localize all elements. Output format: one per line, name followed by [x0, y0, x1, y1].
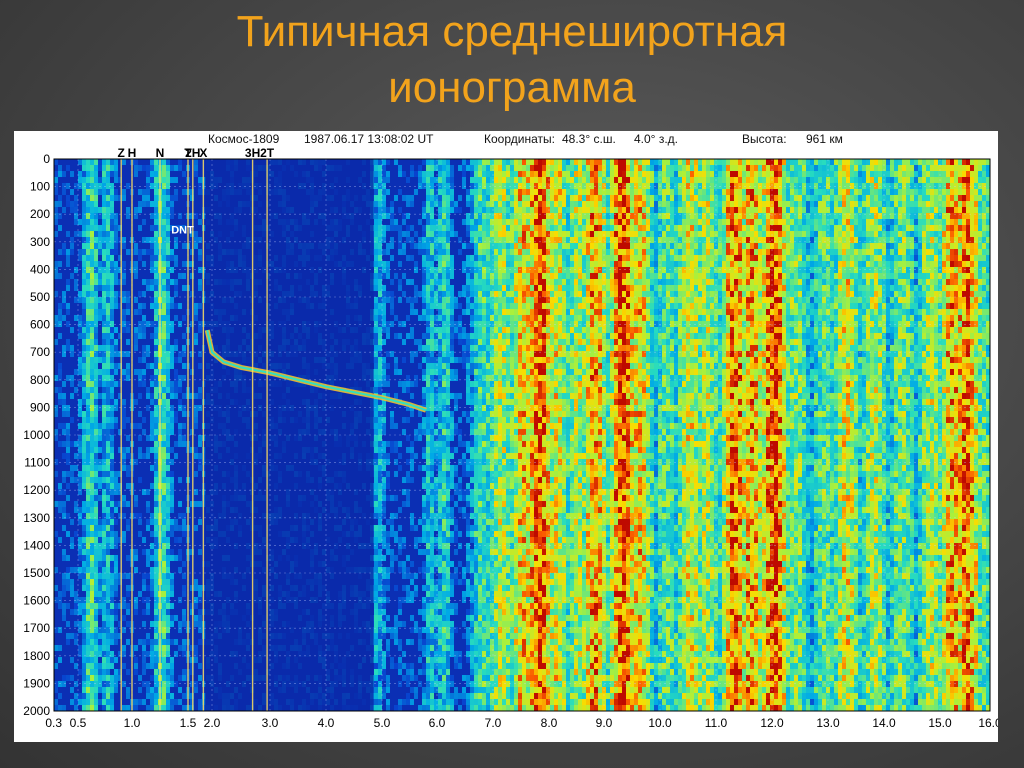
y-tick-label-11: 1100 [24, 456, 50, 470]
resonance-label-6: 3H [245, 146, 260, 160]
y-tick-label-5: 500 [30, 290, 50, 304]
y-tick-label-1: 100 [30, 180, 50, 194]
x-tick-label-13: 11.0 [705, 716, 728, 730]
x-tick-label-7: 5.0 [374, 716, 391, 730]
x-tick-label-5: 3.0 [262, 716, 279, 730]
resonance-label-2: N [156, 146, 165, 160]
slide-title-line-2: ионограмма [388, 63, 636, 112]
x-tick-label-10: 8.0 [541, 716, 558, 730]
y-tick-label-20: 2000 [23, 704, 50, 718]
x-tick-label-15: 13.0 [816, 716, 840, 730]
altitude-value: 961 км [806, 132, 843, 146]
annotation-0: DNT [171, 225, 194, 237]
y-tick-label-17: 1700 [23, 621, 50, 635]
figure-header: Космос-1809 1987.06.17 13:08:02 UT Коорд… [14, 131, 998, 149]
slide-title: Типичная среднеширотная ионограмма [0, 0, 1024, 116]
resonance-label-1: H [128, 146, 137, 160]
x-tick-label-11: 9.0 [596, 716, 613, 730]
resonance-label-4: 2H [185, 146, 200, 160]
x-tick-label-17: 15.0 [928, 716, 952, 730]
x-tick-label-14: 12.0 [760, 716, 784, 730]
resonance-label-0: Z [118, 146, 125, 160]
x-tick-label-1: 0.5 [70, 716, 87, 730]
y-tick-label-12: 1200 [23, 483, 50, 497]
x-tick-label-12: 10.0 [648, 716, 672, 730]
latitude-value: 48.3° с.ш. [562, 132, 616, 146]
resonance-label-3: T [184, 146, 192, 160]
y-tick-label-16: 1600 [23, 594, 50, 608]
x-tick-label-18: 16.0 [978, 716, 998, 730]
y-tick-label-14: 1400 [23, 538, 50, 552]
y-tick-label-13: 1300 [23, 511, 50, 525]
resonance-label-7: 2T [260, 146, 275, 160]
y-tick-label-19: 1900 [23, 676, 50, 690]
resonance-label-5: X [199, 146, 207, 160]
reflection-trace-core [206, 329, 427, 412]
y-tick-label-6: 600 [30, 318, 50, 332]
heatmap-cells [54, 159, 990, 711]
x-tick-label-6: 4.0 [318, 716, 335, 730]
y-tick-label-10: 1000 [23, 428, 50, 442]
x-tick-label-3: 1.5 [180, 716, 197, 730]
ionogram-figure: Космос-1809 1987.06.17 13:08:02 UT Коорд… [14, 131, 998, 742]
x-tick-label-8: 6.0 [429, 716, 446, 730]
y-tick-label-2: 200 [30, 207, 50, 221]
y-tick-label-8: 800 [30, 373, 50, 387]
y-tick-label-3: 300 [30, 235, 50, 249]
x-tick-label-16: 14.0 [872, 716, 896, 730]
plot-border [53, 158, 991, 712]
observation-datetime: 1987.06.17 13:08:02 UT [304, 132, 434, 146]
coordinates-label: Координаты: [484, 132, 555, 146]
y-tick-label-18: 1800 [23, 649, 50, 663]
altitude-label: Высота: [742, 132, 787, 146]
x-tick-label-4: 2.0 [204, 716, 221, 730]
slide-title-line-1: Типичная среднеширотная [236, 7, 788, 56]
x-tick-label-2: 1.0 [124, 716, 141, 730]
x-tick-label-9: 7.0 [485, 716, 502, 730]
longitude-value: 4.0° з.д. [634, 132, 678, 146]
y-tick-label-4: 400 [30, 262, 50, 276]
x-tick-label-0: 0.3 [45, 716, 62, 730]
y-tick-label-0: 0 [43, 152, 50, 166]
y-tick-label-7: 700 [30, 345, 50, 359]
satellite-name: Космос-1809 [208, 132, 280, 146]
y-tick-label-15: 1500 [23, 566, 50, 580]
y-tick-label-9: 900 [30, 400, 50, 414]
